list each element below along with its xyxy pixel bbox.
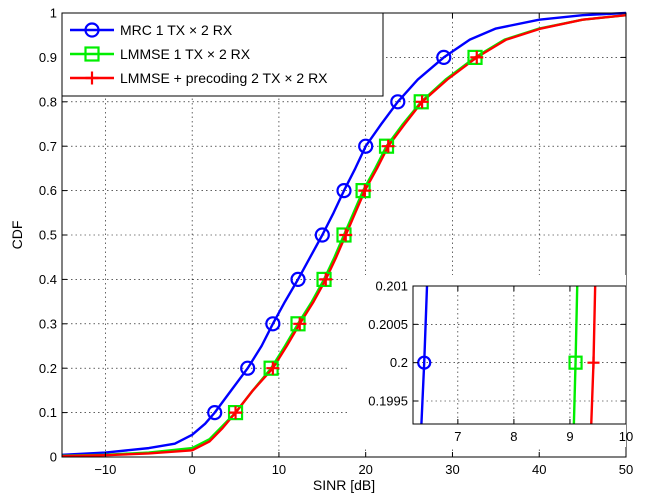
main-marker-lmmse-precoding-2-tx-2-rx	[381, 139, 395, 153]
main-x-tick-label: 20	[358, 462, 372, 477]
main-marker-mrc-1-tx-2-rx	[390, 94, 406, 110]
main-line-mrc-1-tx-2-rx	[61, 11, 627, 456]
main-y-tick-label: 0.4	[39, 272, 57, 287]
main-y-tick-label: 0.5	[39, 228, 57, 243]
main-marker-lmmse-precoding-2-tx-2-rx	[229, 406, 243, 420]
inset-x-tick-label: 8	[510, 429, 517, 444]
main-marker-lmmse-precoding-2-tx-2-rx	[470, 50, 484, 64]
inset-y-tick-label: 0.1995	[368, 394, 408, 409]
main-marker-lmmse-precoding-2-tx-2-rx	[358, 184, 372, 198]
main-x-tick-label: −10	[94, 462, 116, 477]
main-y-tick-label: 0.1	[39, 405, 57, 420]
main-marker-mrc-1-tx-2-rx	[436, 49, 452, 66]
main-marker-lmmse-precoding-2-tx-2-rx	[293, 317, 307, 331]
main-axis-ticks: −10 0 10 20 30 40 50 0 0.1 0.2 0.3 0.4 0.5 0.6 0.7 0.8 0…	[39, 6, 633, 477]
legend-label-mrc-1-tx-2-rx: MRC 1 TX × 2 RX	[120, 22, 233, 38]
main-y-tick-label: 0.6	[39, 183, 57, 198]
x-axis-label: SINR [dB]	[313, 477, 375, 493]
legend-box	[61, 12, 384, 97]
main-marker-lmmse-precoding-2-tx-2-rx	[339, 228, 353, 242]
inset-x-tick-label: 7	[454, 429, 461, 444]
legend-label-lmmse-precoding-2-tx-2-rx: LMMSE + precoding 2 TX × 2 RX	[120, 70, 328, 86]
main-marker-mrc-1-tx-2-rx	[207, 405, 223, 421]
inset-series-markers	[417, 355, 600, 370]
main-x-tick-label: 0	[189, 462, 196, 477]
inset-marker-mrc-1-tx-2-rx	[417, 355, 432, 370]
inset-y-tick-label: 0.2	[390, 355, 408, 370]
legend-marker-lmmse-1-tx-2-rx	[84, 46, 100, 62]
main-marker-lmmse-precoding-2-tx-2-rx	[266, 361, 280, 375]
inset-line-lmmse-1-tx-2-rx	[572, 285, 579, 425]
main-x-tick-label: 40	[532, 462, 546, 477]
inset-axis-ticks: 7 8 9 10 0.1995 0.2 0.2005 0.201	[368, 279, 633, 444]
main-y-tick-label: 0.2	[39, 361, 57, 376]
inset-zoom-plot: 7 8 9 10 0.1995 0.2 0.2005 0.201	[350, 275, 633, 447]
legend: MRC 1 TX × 2 RX LMMSE 1 TX × 2 RX LMMSE + …	[61, 12, 384, 97]
main-marker-mrc-1-tx-2-rx	[336, 183, 352, 199]
inset-grid	[413, 286, 626, 424]
main-x-tick-label: 50	[619, 462, 633, 477]
legend-marker-lmmse-precoding-2-tx-2-rx	[85, 71, 99, 85]
main-line-lmmse-precoding-2-tx-2-rx	[61, 14, 627, 458]
main-marker-lmmse-precoding-2-tx-2-rx	[319, 272, 333, 286]
main-marker-mrc-1-tx-2-rx	[265, 316, 281, 332]
main-y-tick-label: 0.9	[39, 50, 57, 65]
main-marker-mrc-1-tx-2-rx	[314, 227, 330, 243]
main-marker-mrc-1-tx-2-rx	[240, 360, 256, 376]
main-marker-mrc-1-tx-2-rx	[358, 138, 374, 154]
main-y-tick-label: 0.3	[39, 316, 57, 331]
main-y-tick-label: 1	[50, 6, 57, 21]
legend-label-lmmse-1-tx-2-rx: LMMSE 1 TX × 2 RX	[120, 46, 251, 62]
main-y-tick-label: 0.7	[39, 139, 57, 154]
main-series-lines	[61, 11, 627, 458]
main-x-tick-label: 10	[272, 462, 286, 477]
inset-marker-lmmse-1-tx-2-rx	[568, 355, 583, 370]
legend-marker-mrc-1-tx-2-rx	[84, 22, 100, 38]
main-x-tick-label: 30	[445, 462, 459, 477]
inset-y-tick-label: 0.2005	[368, 317, 408, 332]
inset-x-tick-label: 10	[619, 429, 633, 444]
inset-x-tick-label: 9	[566, 429, 573, 444]
main-marker-lmmse-precoding-2-tx-2-rx	[415, 95, 429, 109]
main-y-tick-label: 0	[50, 450, 57, 465]
inset-frame	[412, 285, 627, 425]
inset-line-mrc-1-tx-2-rx	[420, 285, 429, 425]
inset-background	[350, 275, 626, 447]
main-y-tick-label: 0.8	[39, 94, 57, 109]
main-series-markers	[207, 49, 484, 421]
y-axis-label: CDF	[9, 221, 25, 250]
inset-y-tick-label: 0.201	[375, 279, 408, 294]
inset-marker-lmmse-precoding-2-tx-2-rx	[587, 356, 600, 369]
main-marker-mrc-1-tx-2-rx	[290, 271, 306, 287]
